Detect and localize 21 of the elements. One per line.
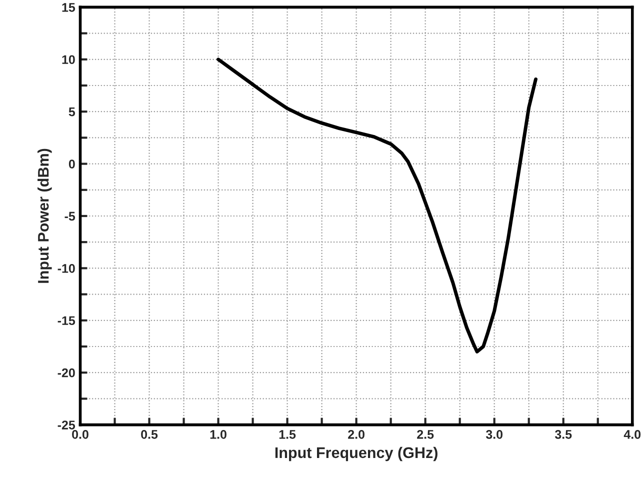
- text: 2.0: [348, 430, 364, 439]
- y-tick-label: -20: [58, 368, 75, 378]
- x-tick-label: 3.5: [554, 430, 572, 439]
- line-series: [216, 58, 538, 354]
- text: 0.0: [72, 430, 88, 439]
- y-tick-label: 5: [68, 108, 76, 116]
- x-tick-label: 1.5: [279, 430, 296, 439]
- y-tick-label: 0: [68, 160, 75, 168]
- y-tick-label: -5: [64, 212, 76, 221]
- y-tick-label: 15: [62, 3, 76, 12]
- x-axis-title: Input Frequency (GHz): [275, 446, 438, 462]
- y-axis-title: Input Power (dBm): [38, 148, 52, 283]
- x-tick-label: 0.5: [141, 430, 158, 439]
- text: 1.0: [210, 430, 226, 439]
- x-tick-label: 2.5: [417, 430, 434, 439]
- y-tick-label: -15: [58, 316, 76, 326]
- text: 4.0: [624, 430, 641, 439]
- y-tick-label: 10: [62, 55, 75, 64]
- y-tick-label: -25: [58, 420, 76, 430]
- y-tick-label: -10: [58, 264, 75, 273]
- text: 3.0: [486, 430, 503, 439]
